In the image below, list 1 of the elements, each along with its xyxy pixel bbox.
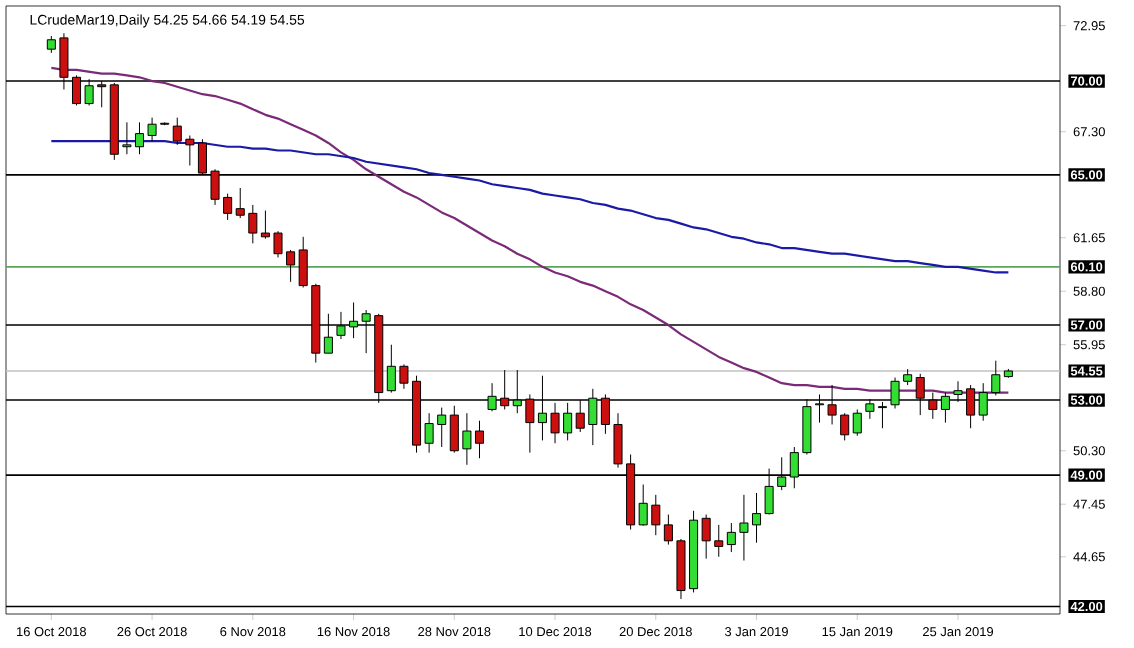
- candlestick: [852, 408, 862, 437]
